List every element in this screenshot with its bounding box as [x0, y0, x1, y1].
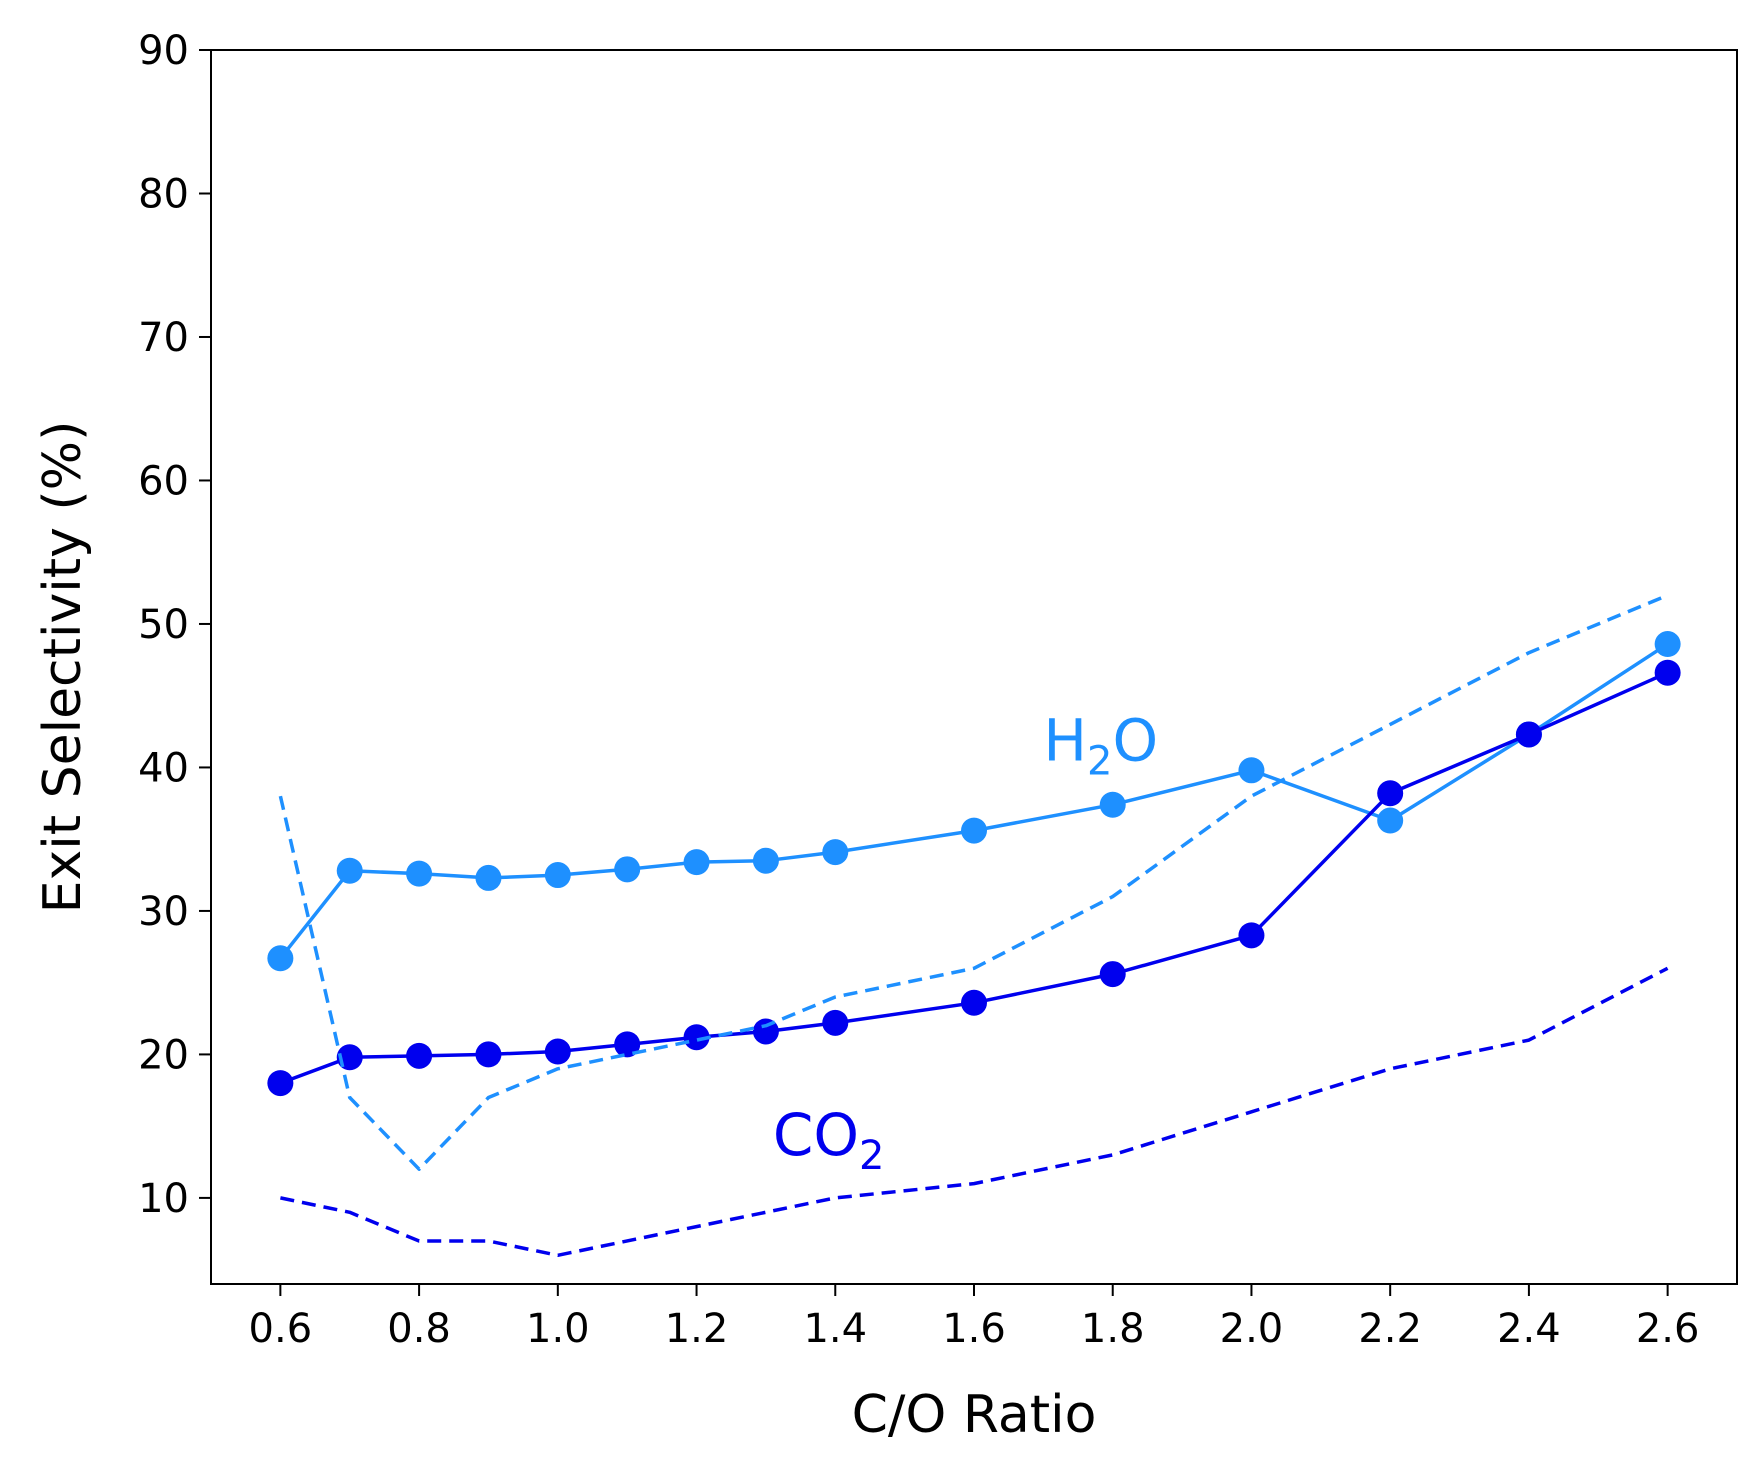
- data-point-h2o-measured: [683, 849, 710, 876]
- y-tick-label: 40: [138, 745, 189, 791]
- x-tick-label: 1.4: [803, 1306, 867, 1352]
- data-point-co2-measured: [475, 1041, 502, 1068]
- x-tick-label: 1.2: [665, 1306, 729, 1352]
- y-tick-label: 70: [138, 315, 189, 361]
- x-tick-label: 2.0: [1220, 1306, 1284, 1352]
- y-tick-label: 90: [138, 28, 189, 74]
- series-layer: [267, 593, 1681, 1258]
- annotation-h2o: H2O: [1043, 706, 1158, 784]
- data-point-co2-measured: [1099, 961, 1126, 988]
- annotation-co2-subscript: 2: [859, 1133, 884, 1179]
- data-point-co2-measured: [267, 1070, 294, 1097]
- annotation-h2o-base: H: [1043, 706, 1087, 774]
- x-axis: 0.6 0.8 1.0 1.2 1.4 1.6 1.8 2.0 2.2 2.4 2.6: [249, 1284, 1700, 1352]
- data-point-h2o-measured: [336, 857, 363, 884]
- data-point-co2-measured: [822, 1009, 849, 1036]
- data-point-co2-measured: [683, 1024, 710, 1051]
- y-tick-label: 60: [138, 458, 189, 504]
- x-tick-label: 2.4: [1497, 1306, 1561, 1352]
- data-point-h2o-measured: [1238, 757, 1265, 784]
- y-tick-label: 10: [138, 1176, 189, 1222]
- data-point-co2-measured: [1377, 780, 1404, 807]
- data-point-h2o-measured: [406, 860, 433, 887]
- data-point-co2-measured: [1238, 922, 1265, 949]
- data-point-co2-measured: [544, 1038, 571, 1065]
- y-tick-label: 50: [138, 602, 189, 648]
- data-point-co2-measured: [752, 1018, 779, 1045]
- x-tick-label: 2.6: [1636, 1306, 1700, 1352]
- y-axis: 10 20 30 40 50 60 70 80 90: [138, 28, 211, 1222]
- annotation-co2: CO2: [773, 1101, 885, 1179]
- data-point-co2-measured: [1654, 659, 1681, 686]
- annotation-h2o-tail: O: [1112, 706, 1158, 774]
- data-point-h2o-measured: [1099, 791, 1126, 818]
- x-tick-label: 2.2: [1358, 1306, 1422, 1352]
- y-tick-label: 80: [138, 171, 189, 217]
- data-point-h2o-measured: [961, 817, 987, 844]
- x-tick-label: 0.6: [249, 1306, 313, 1352]
- x-tick-label: 1.0: [526, 1306, 590, 1352]
- data-point-h2o-measured: [822, 839, 849, 866]
- data-point-co2-measured: [961, 989, 987, 1016]
- x-tick-label: 0.8: [387, 1306, 451, 1352]
- annotation-co2-base: CO: [773, 1101, 859, 1169]
- data-point-h2o-measured: [544, 862, 571, 889]
- data-point-h2o-measured: [475, 864, 502, 891]
- x-axis-label: C/O Ratio: [852, 1385, 1097, 1445]
- series-line-co2-model: [280, 966, 1669, 1258]
- data-point-h2o-measured: [1377, 807, 1404, 834]
- x-tick-label: 1.6: [942, 1306, 1006, 1352]
- y-tick-label: 20: [138, 1032, 189, 1078]
- data-point-co2-measured: [1515, 721, 1542, 748]
- x-tick-label: 1.8: [1081, 1306, 1145, 1352]
- data-point-h2o-measured: [1654, 631, 1681, 658]
- annotation-h2o-subscript: 2: [1087, 738, 1112, 784]
- y-axis-label: Exit Selectivity (%): [33, 421, 93, 914]
- data-point-h2o-measured: [752, 847, 779, 874]
- data-point-h2o-measured: [614, 856, 641, 883]
- series-line-h2o-model: [278, 593, 1669, 1171]
- data-point-h2o-measured: [267, 945, 294, 972]
- data-point-co2-measured: [614, 1031, 641, 1058]
- data-point-co2-measured: [406, 1042, 433, 1069]
- y-tick-label: 30: [138, 889, 189, 935]
